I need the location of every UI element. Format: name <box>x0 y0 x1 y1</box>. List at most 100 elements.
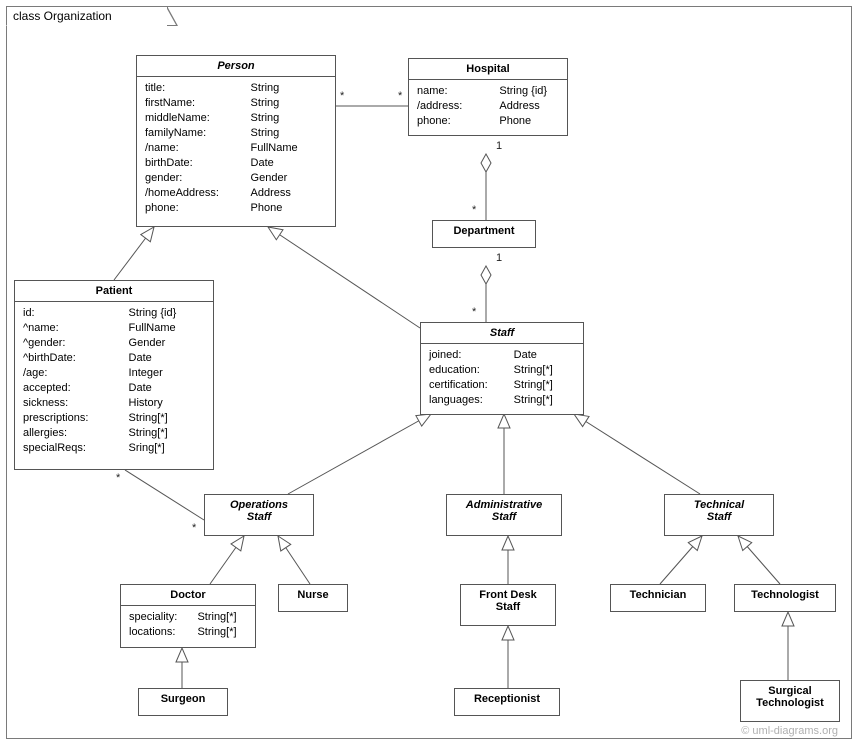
class-technologist: Technologist <box>734 584 836 612</box>
class-title: OperationsStaff <box>205 495 313 527</box>
attr-name: joined: <box>429 348 514 363</box>
class-title: Patient <box>15 281 213 302</box>
mult-patient-ops-right: * <box>192 522 196 534</box>
attr-row: title:String <box>145 81 327 96</box>
attr-row: joined:Date <box>429 348 575 363</box>
attr-row: id:String {id} <box>23 306 205 321</box>
mult-person-hospital-left: * <box>340 90 344 102</box>
diagram-canvas: class Organization <box>0 0 860 747</box>
attr-name: languages: <box>429 393 514 408</box>
class-title: Technologist <box>735 585 835 605</box>
attr-type: History <box>129 396 205 411</box>
class-patient: Patientid:String {id}^name:FullName^gend… <box>14 280 214 470</box>
attr-row: specialReqs:Sring[*] <box>23 441 205 456</box>
watermark: © uml-diagrams.org <box>741 725 838 737</box>
mult-person-hospital-right: * <box>398 90 402 102</box>
attr-name: title: <box>145 81 251 96</box>
class-hospital: Hospitalname:String {id}/address:Address… <box>408 58 568 136</box>
attr-row: /homeAddress:Address <box>145 186 327 201</box>
attr-row: allergies:String[*] <box>23 426 205 441</box>
attr-row: gender:Gender <box>145 171 327 186</box>
attr-name: /address: <box>417 99 499 114</box>
attr-name: firstName: <box>145 96 251 111</box>
attr-type: String <box>251 126 327 141</box>
attr-name: middleName: <box>145 111 251 126</box>
class-title: Surgeon <box>139 689 227 709</box>
class-person: Persontitle:StringfirstName:Stringmiddle… <box>136 55 336 227</box>
attr-name: familyName: <box>145 126 251 141</box>
attr-name: specialReqs: <box>23 441 129 456</box>
attr-type: Date <box>129 351 205 366</box>
attr-name: sickness: <box>23 396 129 411</box>
class-receptionist: Receptionist <box>454 688 560 716</box>
class-attrs: name:String {id}/address:Addressphone:Ph… <box>409 80 567 135</box>
class-adminStaff: AdministrativeStaff <box>446 494 562 536</box>
attr-type: String <box>251 81 327 96</box>
class-attrs: title:StringfirstName:StringmiddleName:S… <box>137 77 335 222</box>
attr-row: sickness:History <box>23 396 205 411</box>
mult-dept-staff-bot: * <box>472 306 476 318</box>
class-department: Department <box>432 220 536 248</box>
attr-row: ^birthDate:Date <box>23 351 205 366</box>
class-attrs: speciality:String[*]locations:String[*] <box>121 606 255 646</box>
attr-row: accepted:Date <box>23 381 205 396</box>
class-title: SurgicalTechnologist <box>741 681 839 713</box>
attr-row: firstName:String <box>145 96 327 111</box>
attr-name: locations: <box>129 625 197 640</box>
attr-row: /age:Integer <box>23 366 205 381</box>
attr-type: Sring[*] <box>129 441 205 456</box>
class-attrs: id:String {id}^name:FullName^gender:Gend… <box>15 302 213 462</box>
attr-row: /name:FullName <box>145 141 327 156</box>
attr-type: FullName <box>251 141 327 156</box>
attr-type: String[*] <box>129 411 205 426</box>
attr-type: String[*] <box>129 426 205 441</box>
attr-name: education: <box>429 363 514 378</box>
attr-row: birthDate:Date <box>145 156 327 171</box>
attr-type: String <box>251 111 327 126</box>
attr-name: id: <box>23 306 129 321</box>
attr-name: allergies: <box>23 426 129 441</box>
class-doctor: Doctorspeciality:String[*]locations:Stri… <box>120 584 256 648</box>
attr-name: /homeAddress: <box>145 186 251 201</box>
attr-row: name:String {id} <box>417 84 559 99</box>
class-opsStaff: OperationsStaff <box>204 494 314 536</box>
attr-name: accepted: <box>23 381 129 396</box>
attr-name: ^birthDate: <box>23 351 129 366</box>
attr-name: ^name: <box>23 321 129 336</box>
attr-row: phone:Phone <box>145 201 327 216</box>
mult-patient-ops-left: * <box>116 472 120 484</box>
class-staff: Staff joined:Dateeducation:String[*]certi… <box>420 322 584 415</box>
attr-row: ^name:FullName <box>23 321 205 336</box>
attr-name: phone: <box>417 114 499 129</box>
attr-type: Gender <box>129 336 205 351</box>
class-title: Nurse <box>279 585 347 605</box>
attr-name: speciality: <box>129 610 197 625</box>
attr-name: /name: <box>145 141 251 156</box>
attr-type: String {id} <box>499 84 559 99</box>
attr-type: Address <box>499 99 559 114</box>
attr-row: ^gender:Gender <box>23 336 205 351</box>
attr-type: String[*] <box>197 610 247 625</box>
class-title: Receptionist <box>455 689 559 709</box>
package-title: class Organization <box>6 6 168 26</box>
mult-hosp-dept-top: 1 <box>496 140 502 152</box>
class-title: TechnicalStaff <box>665 495 773 527</box>
attr-row: certification:String[*] <box>429 378 575 393</box>
attr-name: prescriptions: <box>23 411 129 426</box>
attr-type: Gender <box>251 171 327 186</box>
attr-type: FullName <box>129 321 205 336</box>
attr-row: /address:Address <box>417 99 559 114</box>
attr-name: certification: <box>429 378 514 393</box>
class-title: Department <box>433 221 535 241</box>
attr-type: String {id} <box>129 306 205 321</box>
class-title: Technician <box>611 585 705 605</box>
class-techStaff: TechnicalStaff <box>664 494 774 536</box>
attr-name: /age: <box>23 366 129 381</box>
class-title: Hospital <box>409 59 567 80</box>
class-title: Front DeskStaff <box>461 585 555 617</box>
attr-name: ^gender: <box>23 336 129 351</box>
attr-type: Integer <box>129 366 205 381</box>
attr-type: String[*] <box>514 363 575 378</box>
attr-type: Date <box>129 381 205 396</box>
class-title: Staff <box>421 323 583 344</box>
